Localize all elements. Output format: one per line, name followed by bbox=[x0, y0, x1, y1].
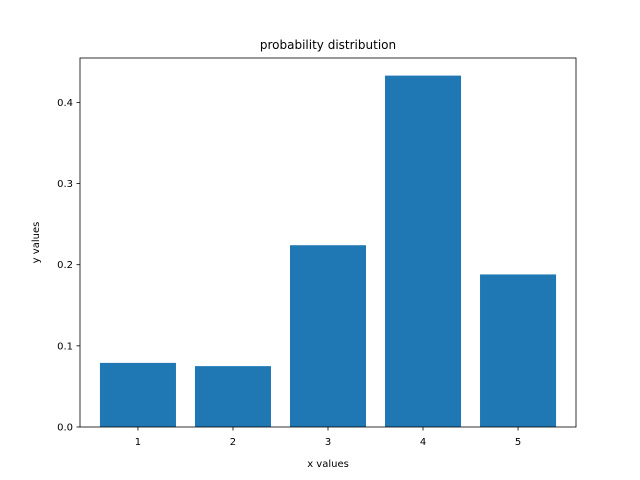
y-tick-label: 0.1 bbox=[57, 341, 73, 352]
chart-title: probability distribution bbox=[260, 38, 396, 52]
x-tick-label: 3 bbox=[325, 437, 331, 448]
x-tick-label: 5 bbox=[515, 437, 521, 448]
y-axis-ticks: 0.0 0.1 0.2 0.3 0.4 bbox=[57, 98, 80, 434]
bar-3 bbox=[289, 245, 367, 427]
y-axis-label: y values bbox=[31, 222, 42, 264]
x-tick-label: 1 bbox=[135, 437, 141, 448]
bar-5 bbox=[480, 274, 557, 427]
plot-frame bbox=[79, 57, 577, 428]
x-axis-label: x values bbox=[307, 459, 349, 470]
y-tick-label: 0.4 bbox=[57, 98, 73, 109]
y-tick-label: 0.2 bbox=[57, 260, 73, 271]
bar-4 bbox=[385, 75, 462, 427]
x-tick-label: 4 bbox=[420, 437, 426, 448]
y-tick-label: 0.3 bbox=[57, 179, 73, 190]
x-tick-label: 2 bbox=[230, 437, 236, 448]
bars-group bbox=[99, 75, 557, 427]
bar-1 bbox=[99, 362, 176, 427]
bar-2 bbox=[194, 366, 271, 427]
y-tick-label: 0.0 bbox=[57, 423, 73, 434]
x-axis-ticks: 1 2 3 4 5 bbox=[135, 427, 521, 448]
